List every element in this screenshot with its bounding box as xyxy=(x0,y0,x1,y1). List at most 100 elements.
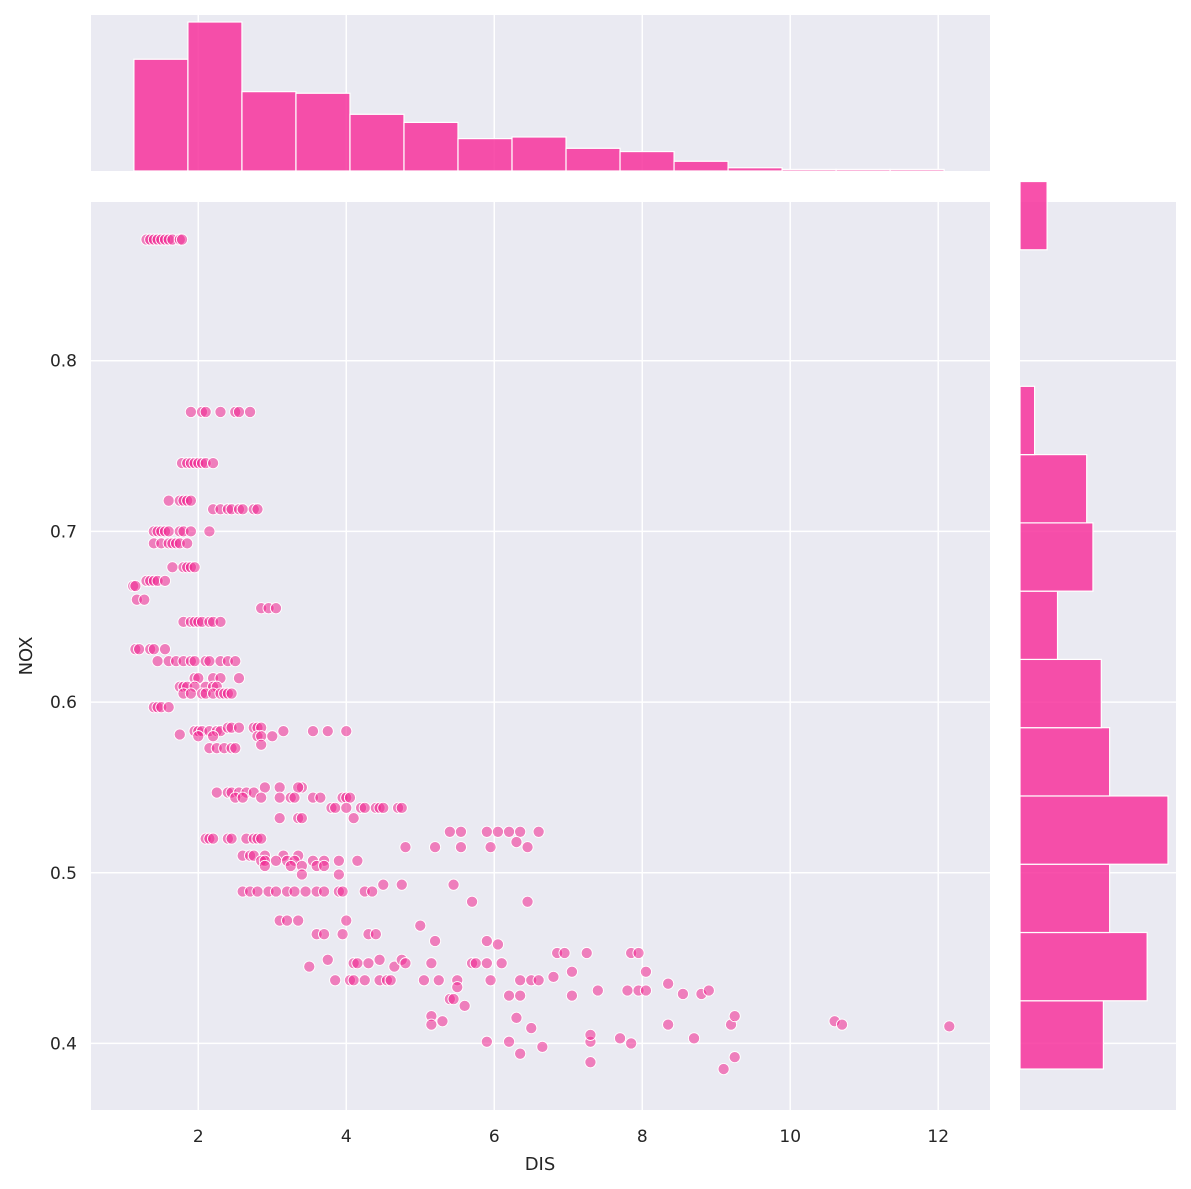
data-point xyxy=(503,825,516,838)
data-point xyxy=(184,405,197,418)
data-point xyxy=(203,655,216,668)
data-point xyxy=(632,946,645,960)
data-point xyxy=(255,832,268,845)
data-point xyxy=(288,885,301,898)
right-histogram-bar xyxy=(1019,795,1169,865)
data-point xyxy=(514,825,527,838)
data-point xyxy=(429,841,442,854)
data-point xyxy=(384,974,397,987)
data-point xyxy=(318,859,331,872)
y-axis-label: NOX xyxy=(16,637,37,676)
data-point xyxy=(281,914,294,927)
top-histogram-bar xyxy=(727,167,783,172)
data-point xyxy=(469,957,482,970)
data-point xyxy=(284,859,297,872)
data-point xyxy=(181,537,194,550)
data-point xyxy=(184,494,197,507)
data-point xyxy=(425,957,438,970)
data-point xyxy=(321,725,334,738)
data-point xyxy=(255,791,268,804)
x-tick-label: 6 xyxy=(489,1127,500,1147)
data-point xyxy=(347,974,360,987)
top-marginal-histogram xyxy=(91,15,990,172)
data-point xyxy=(484,841,497,854)
data-point xyxy=(687,1032,701,1045)
data-point xyxy=(347,812,360,825)
data-point xyxy=(175,233,189,246)
top-histogram-bar xyxy=(241,91,297,172)
data-point xyxy=(162,525,175,538)
right-histogram-bar xyxy=(1019,1000,1104,1070)
right-histogram-bar xyxy=(1019,931,1148,1002)
top-histogram-bar xyxy=(619,150,675,172)
top-histogram-bar xyxy=(781,168,837,172)
data-point xyxy=(192,730,205,743)
right-histogram-bar xyxy=(1019,863,1111,934)
data-point xyxy=(503,989,516,1002)
data-point xyxy=(480,934,493,948)
y-tick-label: 0.7 xyxy=(50,522,77,542)
data-point xyxy=(514,974,527,987)
data-point xyxy=(451,981,464,994)
data-point xyxy=(514,1047,527,1060)
data-point xyxy=(188,561,201,574)
data-point xyxy=(273,812,286,825)
data-point xyxy=(662,1018,675,1031)
data-point xyxy=(303,960,316,973)
data-point xyxy=(269,854,283,867)
data-point xyxy=(835,1018,849,1031)
data-point xyxy=(129,579,142,593)
data-point xyxy=(584,1028,597,1041)
scatter-panel xyxy=(91,202,990,1110)
data-point xyxy=(503,1035,516,1048)
data-point xyxy=(292,781,305,794)
data-point xyxy=(373,953,386,966)
data-point xyxy=(158,574,172,587)
scatter-plot-area xyxy=(91,202,990,1110)
right-histogram-bar xyxy=(1019,454,1088,524)
data-point xyxy=(158,643,172,656)
data-point xyxy=(521,841,534,854)
data-point xyxy=(236,791,249,804)
right-histogram-bar xyxy=(1019,180,1048,251)
scatter-grid xyxy=(91,202,990,1110)
top-histogram-bar xyxy=(457,138,513,172)
right-histogram-bar xyxy=(1019,385,1036,456)
data-point xyxy=(340,914,353,927)
data-point xyxy=(210,786,223,799)
top-histogram-bars xyxy=(133,21,945,172)
data-point xyxy=(613,1032,627,1045)
data-point xyxy=(258,781,271,794)
data-point xyxy=(639,965,652,978)
data-point xyxy=(225,687,238,700)
x-tick-label: 2 xyxy=(193,1127,204,1147)
data-point xyxy=(332,854,345,867)
data-point xyxy=(203,525,216,538)
right-histogram-bar xyxy=(1019,522,1094,592)
data-point xyxy=(565,989,578,1002)
data-point xyxy=(580,946,593,960)
data-point xyxy=(199,405,212,418)
x-tick-label: 8 xyxy=(637,1127,648,1147)
data-point xyxy=(639,984,652,997)
data-point xyxy=(625,1037,638,1050)
data-point xyxy=(565,965,578,978)
data-point xyxy=(343,791,357,804)
data-point xyxy=(728,1051,741,1064)
data-point xyxy=(414,919,427,932)
top-histogram-bar xyxy=(511,136,567,172)
data-point xyxy=(366,885,379,898)
data-point xyxy=(336,885,349,898)
data-point xyxy=(480,1035,493,1048)
data-point xyxy=(425,1018,438,1031)
data-point xyxy=(184,687,197,700)
data-point xyxy=(358,801,371,814)
scatter-points xyxy=(127,233,956,1076)
data-point xyxy=(236,503,249,516)
data-point xyxy=(229,655,242,668)
data-point xyxy=(306,725,320,738)
data-point xyxy=(299,885,312,898)
data-point xyxy=(717,1062,730,1076)
top-histogram-bar xyxy=(133,58,189,172)
